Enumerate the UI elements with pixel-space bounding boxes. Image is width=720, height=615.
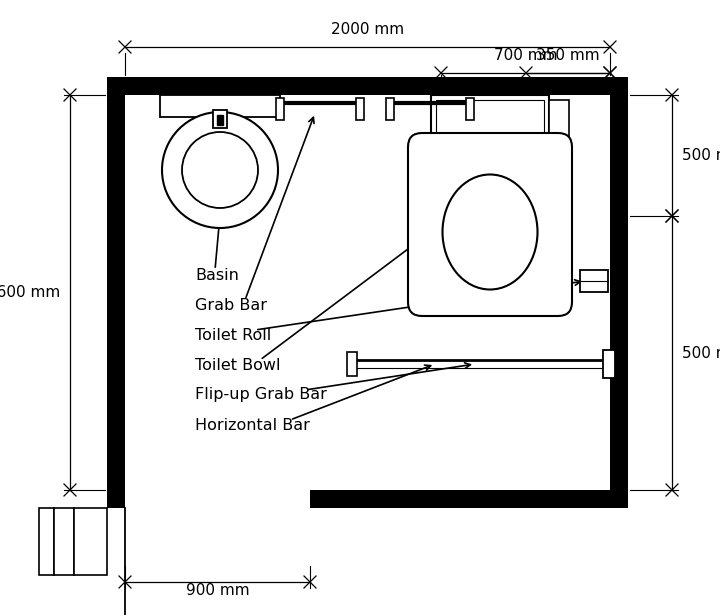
Bar [125, 95, 610, 490]
Text: 500 mm: 500 mm [682, 346, 720, 360]
Bar [580, 270, 608, 292]
Text: Grab Bar: Grab Bar [195, 298, 267, 312]
Text: Toilet Bowl: Toilet Bowl [195, 357, 281, 373]
FancyBboxPatch shape [408, 133, 572, 316]
Bar [610, 77, 628, 508]
Bar [356, 98, 364, 120]
Text: 350 mm: 350 mm [536, 48, 600, 63]
Circle shape [162, 112, 278, 228]
Text: Basin: Basin [195, 268, 239, 282]
Text: 500 mm: 500 mm [682, 148, 720, 163]
Text: 2000 mm: 2000 mm [331, 22, 404, 37]
Text: 900 mm: 900 mm [186, 583, 249, 598]
Bar [54, 508, 74, 575]
Bar [107, 490, 125, 508]
Bar [217, 115, 223, 125]
Bar [431, 95, 549, 147]
Bar [466, 98, 474, 120]
Bar [436, 100, 544, 142]
Bar [107, 77, 125, 490]
Ellipse shape [443, 175, 538, 290]
Text: 700 mm: 700 mm [494, 48, 557, 63]
Bar [549, 100, 569, 142]
Bar [347, 352, 357, 376]
Bar [39, 508, 54, 575]
Text: 1600 mm: 1600 mm [0, 285, 60, 300]
Text: Flip-up Grab Bar: Flip-up Grab Bar [195, 387, 327, 402]
Text: Horizontal Bar: Horizontal Bar [195, 418, 310, 432]
Bar [603, 350, 615, 378]
Bar [107, 77, 628, 95]
Bar [310, 490, 628, 508]
Bar [386, 98, 394, 120]
Bar [213, 110, 227, 128]
Circle shape [182, 132, 258, 208]
Text: Toilet Roll: Toilet Roll [195, 328, 271, 343]
Bar [160, 95, 280, 117]
Bar [276, 98, 284, 120]
Bar [74, 508, 107, 575]
